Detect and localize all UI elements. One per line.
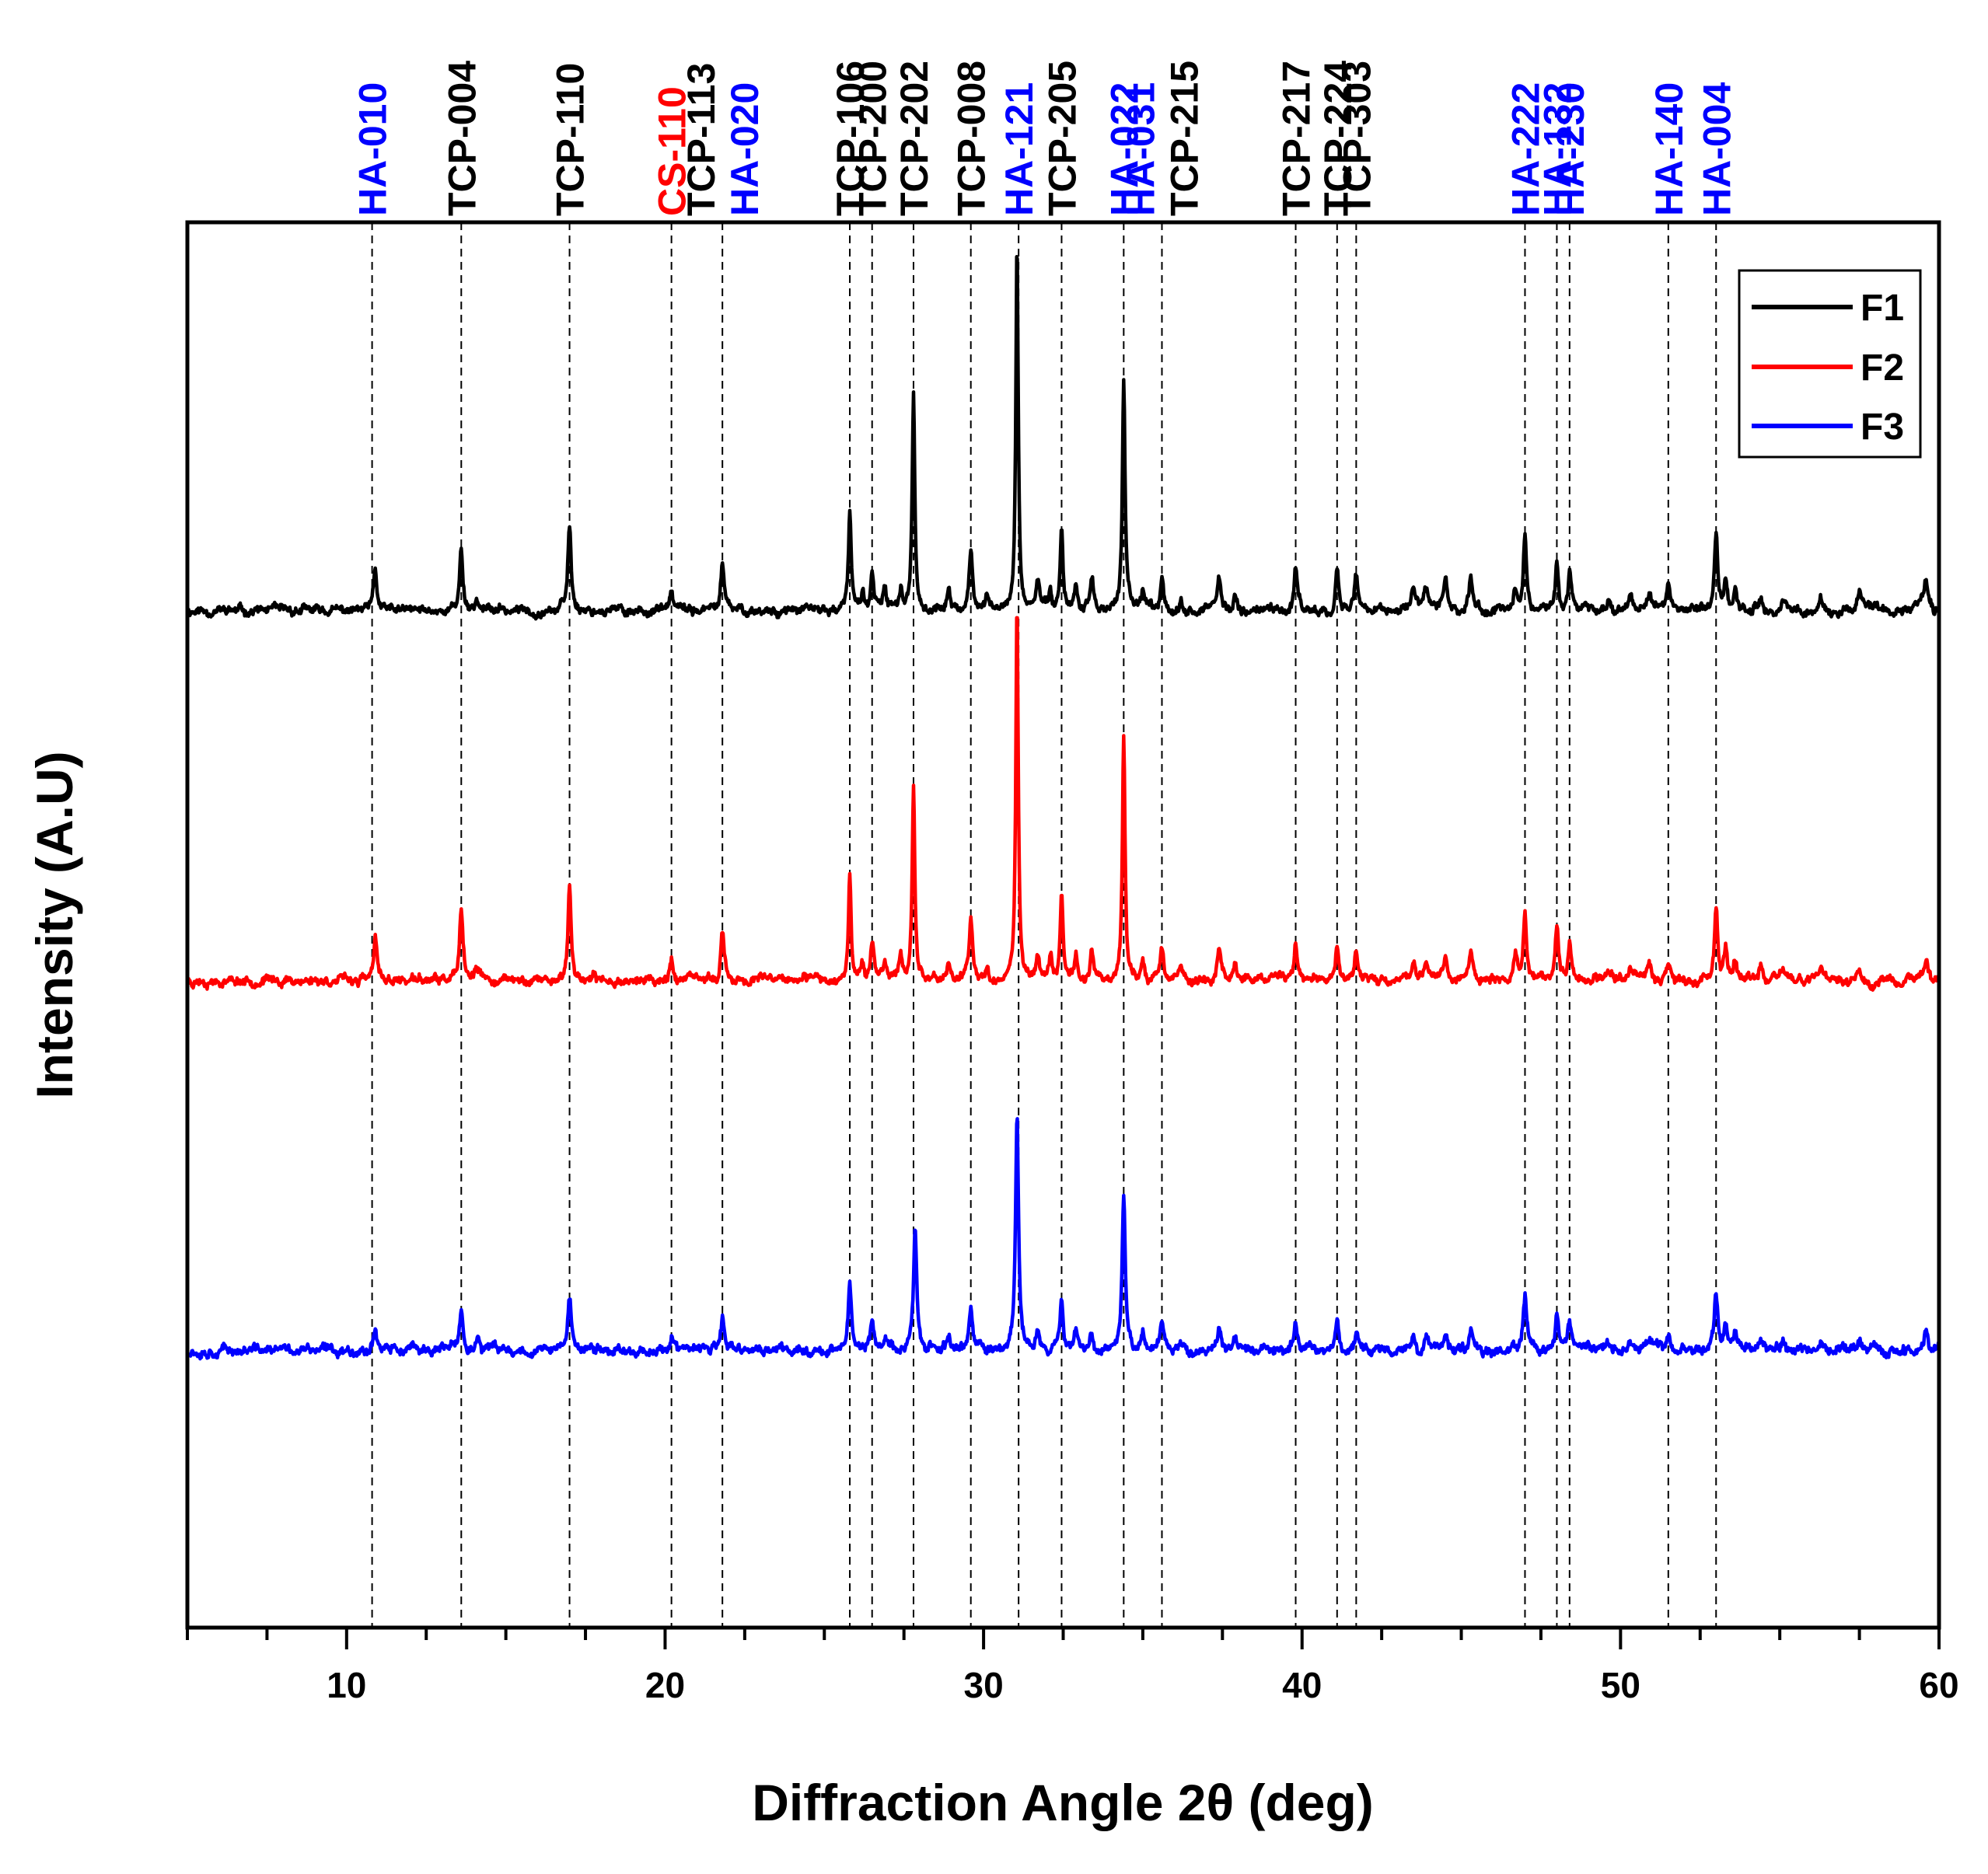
peak-label: HA-004 [1695, 82, 1738, 216]
peak-label: TCP-113 [680, 63, 723, 216]
peak-label: TCP-110 [549, 63, 592, 216]
series-group [185, 255, 1941, 1361]
peak-label: HA-121 [997, 82, 1041, 216]
x-tick-label: 20 [645, 1665, 685, 1705]
peak-label: TCP-200 [851, 61, 895, 216]
peak-label: TCP-224 [1316, 61, 1360, 216]
peak-label: TCP-008 [950, 61, 994, 216]
peak-label: TCP-303 [1335, 61, 1378, 216]
x-tick-label: 30 [964, 1665, 1004, 1705]
series-line-f2 [186, 616, 1941, 992]
peak-label: TCP-202 [893, 61, 936, 216]
legend-label-f3: F3 [1860, 407, 1904, 448]
x-tick-label: 60 [1919, 1665, 1958, 1705]
x-axis-ticks: 10 20 30 40 50 60 [186, 1628, 1959, 1705]
y-axis-title: Intensity (A.U) [26, 751, 83, 1098]
series-line-f3 [185, 1117, 1941, 1361]
peak-label: TCP-215 [1163, 61, 1207, 216]
x-tick-label: 40 [1282, 1665, 1322, 1705]
peak-label: HA-132 [1536, 82, 1579, 216]
peak-label: TCP-106 [829, 61, 872, 216]
peak-label: HA-222 [1504, 82, 1548, 216]
x-axis-title: Diffraction Angle 2θ (deg) [752, 1774, 1374, 1831]
series-line-f1 [185, 255, 1941, 621]
x-tick-label: 50 [1601, 1665, 1640, 1705]
x-tick-label: 10 [327, 1665, 366, 1705]
peak-label: HA-022 [1102, 82, 1146, 216]
reference-lines [371, 222, 1717, 1628]
peak-label: HA-020 [723, 82, 767, 216]
peak-label: HA-230 [1549, 82, 1592, 216]
legend-label-f1: F1 [1860, 288, 1904, 329]
peak-label: CS-110 [651, 86, 694, 216]
peak-label: HA-140 [1647, 82, 1691, 216]
peak-label: TCP-217 [1275, 61, 1319, 216]
legend-label-f2: F2 [1860, 347, 1904, 389]
peak-label: HA-010 [351, 82, 395, 216]
legend: F1 F2 F3 [1738, 269, 1922, 459]
peak-label: TCP-205 [1041, 61, 1085, 216]
peak-label: TCP-004 [440, 61, 484, 216]
peak-label: HA-031 [1120, 82, 1163, 216]
